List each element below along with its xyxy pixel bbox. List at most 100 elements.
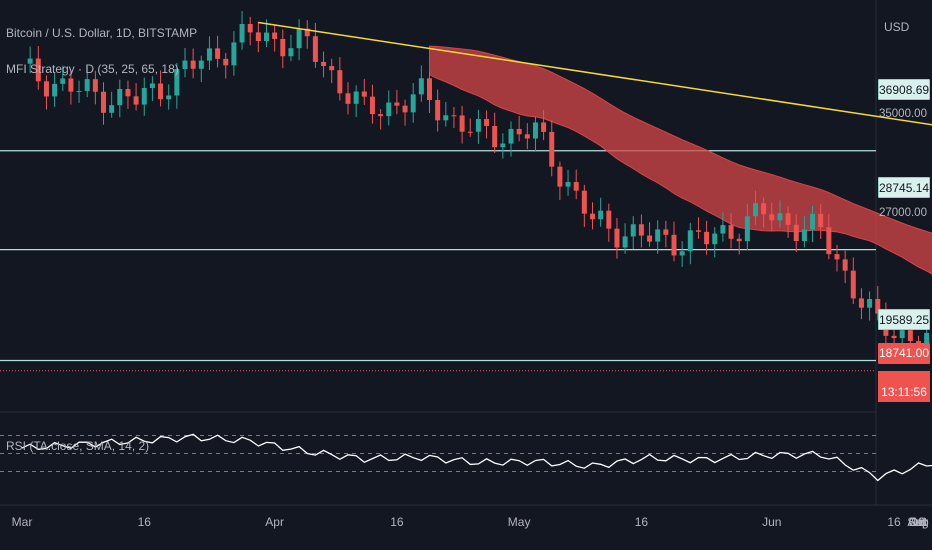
candle-body [663,229,669,235]
candle-body [924,332,930,350]
candle-body [133,96,139,105]
candle-body [288,48,294,57]
level-tag-mid[interactable]: 28745.14 [878,177,930,198]
candle-body [402,105,408,113]
candle-body [190,60,196,69]
candle-body [793,224,799,242]
candle-body [125,88,131,97]
candle-body [679,251,685,256]
candle-body [60,78,66,84]
candle-body [549,131,555,167]
candle-body [687,230,693,252]
candle-body [671,234,677,256]
candle-body [84,79,90,92]
candle-body [158,83,164,100]
candle-body [166,95,172,100]
time-tick-label: 16 [911,515,925,529]
candle-body [337,70,343,94]
strategy-legend[interactable]: MFI Strategy · D (35, 25, 65, 18) [6,62,179,76]
candle-body [35,58,41,82]
candle-body [785,213,791,225]
candle-body [141,87,147,105]
candle-body [410,94,416,113]
candle-body [606,210,612,229]
candle-body [329,66,335,71]
candle-body [720,225,726,234]
time-tick-label: 16 [137,515,151,529]
candle-body [655,229,661,242]
time-tick-label: Mar [11,515,33,529]
candle-body [27,58,33,64]
last-price-tag[interactable]: 18741.00 [878,343,930,364]
candle-body [304,28,310,37]
candle-body [52,83,58,97]
currency-label[interactable]: USD [884,20,910,34]
candle-body [427,78,432,101]
rsi-line [21,433,932,482]
candle-body [647,235,653,242]
candle-body [834,254,840,260]
candle-body [264,32,269,42]
candle-body [43,81,49,97]
candle-body [777,213,783,221]
candle-body [704,231,710,245]
candle-body [695,230,701,232]
candle-body [565,182,571,187]
candle-body [182,60,188,70]
candle-body [867,299,873,308]
candle-body [68,78,74,92]
candle-body [581,190,587,214]
time-tick-label: 16 [887,515,901,529]
candle-body [484,119,490,126]
candle-body [215,48,221,59]
symbol-legend[interactable]: Bitcoin / U.S. Dollar, 1D, BITSTAMP [6,26,198,40]
candle-body [818,213,824,228]
countdown-label: 13:11:56 [881,385,927,399]
candle-body [590,213,595,220]
candle-body [761,203,767,215]
time-tick-label: 16 [911,515,925,529]
time-tick-label: Jun [762,515,782,529]
candle-body [394,102,400,106]
candle-body [280,38,286,57]
candle-body [76,91,82,93]
trendline [258,21,932,126]
time-tick-label: May [507,515,531,529]
rsi-legend[interactable]: RSI (TA.close, SMA, 14, 2) [6,439,150,453]
candle-body [622,236,628,248]
candle-body [826,227,832,255]
candle-body [630,224,636,237]
candle-body [753,203,758,217]
candle-body [712,233,718,245]
price-tick-label: 35000.00 [879,108,927,120]
time-tick-label: 16 [634,515,649,529]
candle-body [842,259,848,271]
candle-body [369,96,375,115]
candle-body [386,102,392,117]
candle-body [858,298,864,308]
candle-body [744,216,750,242]
candle-body [101,91,106,113]
level-tag-high[interactable]: 36908.69 [878,79,930,100]
candle-body [206,48,212,61]
bearish-cloud [429,45,932,275]
candle-body [875,299,881,314]
candle-body [247,23,253,33]
time-tick-label: Apr [265,515,284,529]
candle-body [638,224,644,236]
time-tick-label: 16 [390,515,404,529]
time-tick-label: Oct [908,515,928,529]
time-tick-label: Aug [907,515,929,529]
level-tag-low[interactable]: 19589.25 [878,309,930,330]
candle-body [500,143,506,148]
time-tick-label: Sep [907,515,929,529]
candle-body [345,93,351,104]
candle-body [573,182,579,191]
candle-body [492,125,498,148]
candle-body [532,122,538,139]
time-tick-label: 16 [911,515,925,529]
candle-body [557,166,563,187]
candle-body [801,229,807,242]
candle-body [174,69,180,96]
